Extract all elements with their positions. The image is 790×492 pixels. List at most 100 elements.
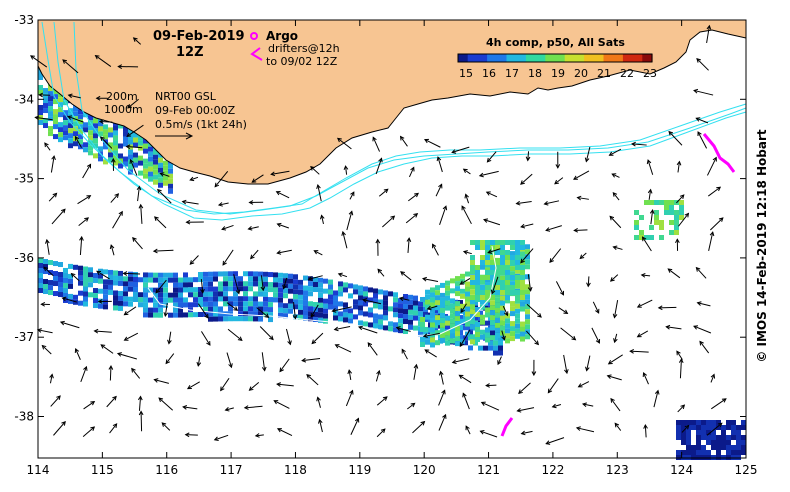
sst-pixel [480, 245, 485, 250]
sst-pixel [213, 286, 218, 292]
sst-pixel [373, 313, 378, 319]
sst-pixel [198, 292, 203, 298]
sst-pixel [463, 325, 468, 331]
sst-pixel [520, 270, 525, 275]
sst-pixel [716, 435, 721, 440]
sst-pixel [731, 445, 736, 450]
sst-pixel [113, 290, 118, 296]
sst-pixel [495, 322, 500, 328]
sst-pixel [510, 301, 515, 307]
colorbar-segment [462, 54, 469, 62]
sst-pixel [443, 324, 448, 330]
sst-pixel [103, 279, 108, 285]
current-arrow [676, 350, 683, 360]
sst-pixel [208, 291, 213, 297]
sst-pixel [669, 205, 674, 210]
current-arrow [610, 398, 621, 412]
current-arrow-head [248, 200, 254, 205]
current-arrow-head [555, 164, 561, 169]
current-arrow [190, 176, 199, 181]
current-arrow-head [559, 290, 565, 296]
sst-pixel [470, 260, 475, 265]
sst-pixel [721, 430, 726, 435]
current-arrow [412, 421, 425, 434]
current-arrow-head [642, 236, 647, 242]
drifter-legend-icon [250, 47, 263, 61]
sst-pixel [88, 135, 93, 141]
current-arrow [283, 277, 288, 289]
current-arrow-head [108, 365, 114, 370]
sst-pixel [173, 287, 178, 293]
sst-pixel [465, 291, 470, 297]
current-arrow-head [696, 301, 702, 306]
sst-pixel [480, 260, 485, 265]
sst-pixel [248, 306, 253, 312]
sst-pixel [420, 337, 425, 342]
colorbar-segment [608, 54, 614, 62]
sst-pixel [173, 297, 178, 303]
sst-pixel [490, 325, 495, 331]
current-arrow-head [112, 423, 118, 429]
current-arrow [465, 194, 470, 204]
sst-pixel [485, 260, 490, 265]
plot-frame [37, 19, 747, 459]
sst-pixel [193, 287, 198, 293]
sst-pixel [88, 292, 93, 298]
sst-pixel [383, 325, 388, 331]
current-arrow-head [573, 175, 578, 180]
sst-pixel [183, 277, 188, 283]
sst-pixel [288, 288, 293, 294]
sst-pixel [158, 162, 163, 168]
sst-pixel [706, 420, 711, 425]
sst-pixel [88, 277, 93, 283]
sst-pixel [123, 156, 128, 162]
sst-pixel [510, 326, 515, 332]
current-arrow [696, 58, 709, 71]
current-arrow-head [527, 286, 533, 292]
current-arrow-head [647, 188, 653, 194]
current-arrow-head [123, 336, 129, 341]
sst-pixel [669, 230, 674, 235]
sst-pixel [465, 316, 470, 322]
sst-pixel [58, 272, 63, 278]
current-arrow-head [206, 341, 211, 346]
current-arrow-head [261, 366, 267, 372]
current-arrow-head [152, 248, 158, 254]
sst-pixel [93, 153, 98, 159]
current-arrow [126, 124, 144, 137]
sst-pixel [435, 295, 440, 301]
sst-pixel [128, 301, 133, 307]
sst-pixel [473, 300, 478, 306]
current-arrow [132, 237, 143, 250]
current-arrow-head [646, 159, 652, 165]
sst-pixel [450, 288, 455, 294]
current-arrow-head [109, 244, 115, 250]
current-arrow-head [612, 245, 618, 251]
current-arrow-head [413, 213, 419, 218]
sst-pixel [408, 319, 413, 325]
sst-pixel [706, 435, 711, 440]
sst-pixel [38, 115, 43, 120]
current-arrow [200, 279, 204, 293]
sst-pixel [153, 287, 158, 293]
sst-pixel [213, 301, 218, 307]
current-arrow [214, 171, 229, 187]
sst-pixel [475, 295, 480, 300]
sst-pixel [268, 272, 273, 278]
sst-pixel [53, 89, 58, 95]
sst-pixel [644, 200, 649, 205]
current-arrow-head [649, 209, 655, 214]
sst-pixel [485, 250, 490, 255]
current-arrow-head [595, 308, 600, 314]
sst-pixel [63, 130, 68, 136]
sst-pixel [278, 312, 283, 318]
sst-pixel [455, 301, 460, 307]
sst-pixel [228, 296, 233, 302]
current-arrow [439, 206, 447, 225]
current-arrow-head [154, 216, 159, 221]
sst-pixel [38, 268, 43, 273]
current-arrow [579, 252, 587, 259]
sst-pixel [128, 154, 133, 160]
sst-pixel [223, 291, 228, 297]
sst-pixel [68, 143, 73, 149]
